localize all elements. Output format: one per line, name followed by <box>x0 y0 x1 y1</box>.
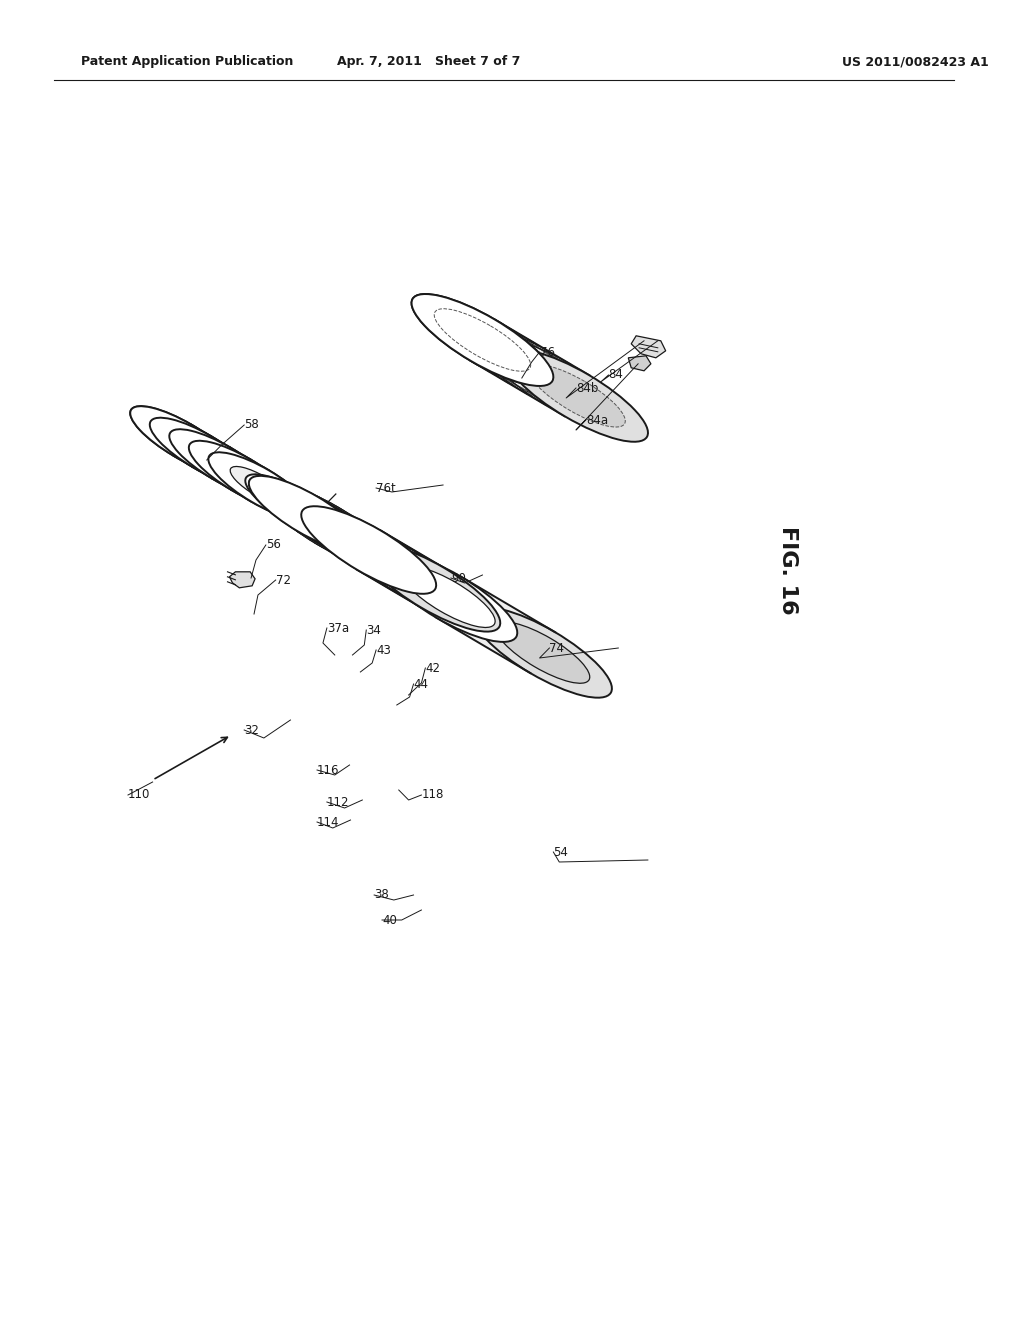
Text: 116: 116 <box>317 763 340 776</box>
Ellipse shape <box>265 487 352 543</box>
Text: Patent Application Publication: Patent Application Publication <box>81 55 293 69</box>
Ellipse shape <box>229 466 292 507</box>
Polygon shape <box>297 498 367 560</box>
Ellipse shape <box>473 607 612 698</box>
Ellipse shape <box>270 490 357 545</box>
Ellipse shape <box>208 453 312 520</box>
Ellipse shape <box>130 407 234 474</box>
Text: 84a: 84a <box>586 413 608 426</box>
Ellipse shape <box>191 444 251 483</box>
Ellipse shape <box>297 507 331 529</box>
Ellipse shape <box>412 294 553 385</box>
Ellipse shape <box>292 503 327 525</box>
Polygon shape <box>433 577 463 618</box>
Text: 84: 84 <box>608 368 624 381</box>
Polygon shape <box>231 459 269 502</box>
Text: 74: 74 <box>550 642 564 655</box>
Ellipse shape <box>208 453 312 520</box>
Polygon shape <box>193 436 230 478</box>
Text: 114: 114 <box>317 816 340 829</box>
Ellipse shape <box>401 566 496 627</box>
Text: US 2011/0082423 A1: US 2011/0082423 A1 <box>842 55 988 69</box>
Ellipse shape <box>265 486 386 564</box>
Text: 44: 44 <box>414 677 428 690</box>
Ellipse shape <box>496 622 590 684</box>
Ellipse shape <box>152 420 212 459</box>
Ellipse shape <box>341 531 402 573</box>
Polygon shape <box>212 447 250 490</box>
Ellipse shape <box>151 420 213 461</box>
Ellipse shape <box>150 417 254 486</box>
Text: Apr. 7, 2011   Sheet 7 of 7: Apr. 7, 2011 Sheet 7 of 7 <box>337 55 520 69</box>
Ellipse shape <box>265 486 386 564</box>
Ellipse shape <box>412 294 553 385</box>
Ellipse shape <box>506 350 648 442</box>
Ellipse shape <box>211 455 271 494</box>
Ellipse shape <box>249 475 367 552</box>
Ellipse shape <box>528 364 626 428</box>
Polygon shape <box>435 577 555 673</box>
Text: 76t: 76t <box>376 482 396 495</box>
Polygon shape <box>315 507 407 585</box>
Text: 84b: 84b <box>575 381 598 395</box>
Text: 42: 42 <box>425 661 440 675</box>
Polygon shape <box>229 572 255 587</box>
Ellipse shape <box>336 527 457 606</box>
Text: 118: 118 <box>422 788 443 801</box>
Text: 90: 90 <box>451 572 466 585</box>
Polygon shape <box>629 356 651 371</box>
Text: 56: 56 <box>266 539 281 552</box>
Ellipse shape <box>190 442 252 483</box>
Ellipse shape <box>188 441 293 508</box>
Text: 72: 72 <box>275 573 291 586</box>
Ellipse shape <box>352 537 465 610</box>
Ellipse shape <box>210 454 272 495</box>
Ellipse shape <box>453 591 470 605</box>
Ellipse shape <box>169 429 273 496</box>
Ellipse shape <box>446 587 475 609</box>
Ellipse shape <box>246 474 346 540</box>
Polygon shape <box>470 319 590 416</box>
Text: 40: 40 <box>382 913 397 927</box>
Ellipse shape <box>406 569 518 642</box>
Ellipse shape <box>188 441 293 508</box>
Ellipse shape <box>171 432 232 471</box>
Ellipse shape <box>366 544 501 631</box>
Ellipse shape <box>230 466 291 506</box>
Polygon shape <box>301 502 322 531</box>
Text: 32: 32 <box>244 723 259 737</box>
Text: 38: 38 <box>374 888 389 902</box>
Ellipse shape <box>380 553 510 638</box>
Ellipse shape <box>150 417 254 486</box>
Text: 110: 110 <box>128 788 151 801</box>
Polygon shape <box>173 425 211 467</box>
Ellipse shape <box>252 478 351 543</box>
Ellipse shape <box>298 504 416 581</box>
Text: 43: 43 <box>376 644 391 656</box>
Text: 34: 34 <box>367 623 381 636</box>
Ellipse shape <box>379 552 517 642</box>
Polygon shape <box>356 531 444 607</box>
Ellipse shape <box>169 429 273 496</box>
Text: FIG. 16: FIG. 16 <box>777 525 798 614</box>
Text: 54: 54 <box>553 846 568 858</box>
Ellipse shape <box>279 496 325 525</box>
Ellipse shape <box>130 407 234 474</box>
Ellipse shape <box>301 507 436 594</box>
Ellipse shape <box>272 492 318 521</box>
Text: 112: 112 <box>327 796 349 808</box>
Ellipse shape <box>172 432 231 471</box>
Polygon shape <box>631 335 666 358</box>
Polygon shape <box>287 492 310 525</box>
Text: 76: 76 <box>540 346 555 359</box>
Ellipse shape <box>386 557 516 640</box>
Text: 37a: 37a <box>327 622 349 635</box>
Ellipse shape <box>360 544 383 560</box>
Text: 58: 58 <box>244 418 259 432</box>
